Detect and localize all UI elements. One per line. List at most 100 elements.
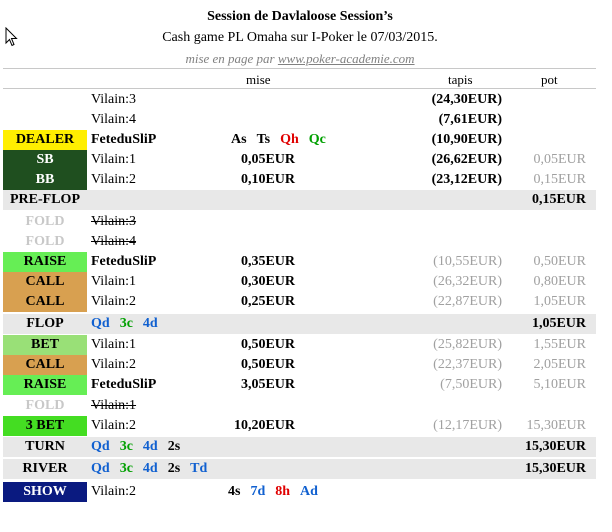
card: 3c xyxy=(119,439,133,454)
bet-amount: 0,50EUR xyxy=(240,357,295,372)
column-header-mise: mise xyxy=(246,72,271,87)
player-name: Vilain:1 xyxy=(91,274,137,289)
card: Qd xyxy=(91,439,110,454)
page-subtitle: Cash game PL Omaha sur I-Poker le 07/03/… xyxy=(162,30,438,45)
bet-amount: 0,25EUR xyxy=(240,294,295,309)
bet-amount: 0,05EUR xyxy=(240,152,295,167)
action-row: BB Vilain:2 0,10EUR (23,12EUR) 0,15EUR xyxy=(3,170,596,190)
player-name: Vilain:1 xyxy=(91,337,137,352)
action-row: 3 BET Vilain:2 10,20EUR (12,17EUR) 15,30EUR xyxy=(3,416,596,436)
pot-amount: 15,30EUR xyxy=(524,439,586,454)
card-group: As Ts Qh Qc xyxy=(231,130,336,150)
action-row: FOLD Vilain:1 xyxy=(3,396,596,416)
column-header-pot: pot xyxy=(541,72,558,87)
card: Td xyxy=(190,461,208,476)
card: Ts xyxy=(256,132,271,147)
action-row: RAISE FeteduSliP 3,05EUR (7,50EUR) 5,10EUR xyxy=(3,375,596,395)
street-row: PRE-FLOP 0,15EUR xyxy=(3,190,596,210)
street-row: TURN Qd 3c 4d 2s 15,30EUR xyxy=(3,437,596,457)
action-badge: BB xyxy=(3,170,87,190)
stack-amount: (26,62EUR) xyxy=(431,152,502,167)
card: 4s xyxy=(228,484,241,499)
page-title: Session de Davlaloose Session’s xyxy=(207,9,393,24)
card: 3c xyxy=(119,461,133,476)
bet-amount: 10,20EUR xyxy=(233,418,295,433)
pot-amount: 0,15EUR xyxy=(531,192,586,207)
card: Qd xyxy=(91,316,110,331)
action-badge: RAISE xyxy=(3,375,87,395)
credit-prefix: mise en page par xyxy=(185,51,275,66)
street-label: FLOP xyxy=(26,316,64,331)
action-row: SHOW Vilain:2 4s 7d 8h Ad xyxy=(3,482,596,502)
stack-amount: (7,61EUR) xyxy=(438,112,502,127)
action-badge: FOLD xyxy=(25,214,65,229)
stack-amount: (12,17EUR) xyxy=(433,418,502,433)
action-badge: SB xyxy=(3,150,87,170)
pot-amount: 0,80EUR xyxy=(533,274,587,289)
player-name: Vilain:3 xyxy=(91,214,137,229)
bet-amount: 0,10EUR xyxy=(240,172,295,187)
action-badge: CALL xyxy=(3,355,87,375)
player-name: Vilain:2 xyxy=(91,172,137,187)
stack-amount: (22,37EUR) xyxy=(433,357,502,372)
pot-amount: 1,55EUR xyxy=(533,337,587,352)
player-name: Vilain:3 xyxy=(91,92,137,107)
card: 2s xyxy=(167,439,181,454)
street-header-bg xyxy=(3,437,596,457)
card: Qh xyxy=(280,132,299,147)
card: 7d xyxy=(250,484,266,499)
player-name: Vilain:2 xyxy=(91,418,137,433)
card-group: Qd 3c 4d 2s xyxy=(91,437,190,457)
street-label: RIVER xyxy=(22,461,68,476)
card-group: 4s 7d 8h Ad xyxy=(228,482,328,502)
pot-amount: 0,50EUR xyxy=(533,254,587,269)
action-badge: RAISE xyxy=(3,252,87,272)
street-header-bg xyxy=(3,459,596,479)
action-row: SB Vilain:1 0,05EUR (26,62EUR) 0,05EUR xyxy=(3,150,596,170)
card: Qd xyxy=(91,461,110,476)
action-row: CALL Vilain:1 0,30EUR (26,32EUR) 0,80EUR xyxy=(3,272,596,292)
action-row: CALL Vilain:2 0,50EUR (22,37EUR) 2,05EUR xyxy=(3,355,596,375)
card: 4d xyxy=(142,316,158,331)
card: 8h xyxy=(275,484,291,499)
stack-amount: (22,87EUR) xyxy=(433,294,502,309)
stack-amount: (10,55EUR) xyxy=(433,254,502,269)
player-name: Vilain:2 xyxy=(91,294,137,309)
pot-amount: 15,30EUR xyxy=(524,461,586,476)
credit-link[interactable]: www.poker-academie.com xyxy=(277,51,415,66)
column-header-tapis: tapis xyxy=(448,72,473,87)
action-row: FOLD Vilain:3 xyxy=(3,212,596,232)
action-badge: DEALER xyxy=(3,130,87,150)
player-name: Vilain:1 xyxy=(91,398,137,413)
street-row: FLOP Qd 3c 4d 1,05EUR xyxy=(3,314,596,334)
pot-amount: 2,05EUR xyxy=(533,357,587,372)
card: 4d xyxy=(142,439,158,454)
player-name: Vilain:2 xyxy=(91,357,137,372)
bet-amount: 3,05EUR xyxy=(240,377,295,392)
stack-amount: (26,32EUR) xyxy=(433,274,502,289)
pot-amount: 15,30EUR xyxy=(526,418,587,433)
action-badge: SHOW xyxy=(3,482,87,502)
action-badge: FOLD xyxy=(25,234,65,249)
credit-line: mise en page par www.poker-academie.com xyxy=(0,51,600,67)
card-group: Qd 3c 4d xyxy=(91,314,168,334)
card: Qc xyxy=(308,132,326,147)
street-row: RIVER Qd 3c 4d 2s Td 15,30EUR xyxy=(3,459,596,479)
stack-amount: (23,12EUR) xyxy=(431,172,502,187)
street-label: TURN xyxy=(25,439,65,454)
player-name: FeteduSliP xyxy=(91,254,157,269)
card: Ad xyxy=(300,484,318,499)
street-label: PRE-FLOP xyxy=(10,192,80,207)
mouse-cursor-icon xyxy=(5,27,18,47)
player-name: FeteduSliP xyxy=(91,132,157,147)
action-row: Vilain:3 (24,30EUR) xyxy=(3,90,596,110)
action-badge: FOLD xyxy=(25,398,65,413)
action-row: RAISE FeteduSliP 0,35EUR (10,55EUR) 0,50EUR xyxy=(3,252,596,272)
street-header-bg xyxy=(3,314,596,334)
action-row: Vilain:4 (7,61EUR) xyxy=(3,110,596,130)
bet-amount: 0,30EUR xyxy=(240,274,295,289)
card: 2s xyxy=(167,461,181,476)
action-row: BET Vilain:1 0,50EUR (25,82EUR) 1,55EUR xyxy=(3,335,596,355)
header-divider xyxy=(3,68,596,69)
action-badge: 3 BET xyxy=(3,416,87,436)
